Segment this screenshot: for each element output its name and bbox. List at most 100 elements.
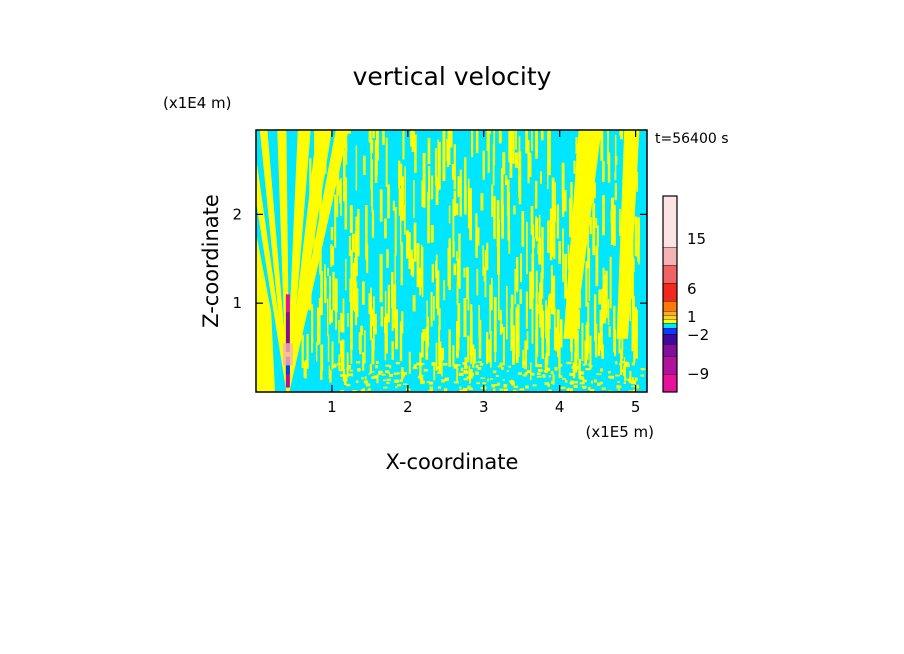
updraft-streak	[338, 186, 340, 196]
updraft-streak	[550, 221, 554, 246]
updraft-streak	[538, 292, 541, 314]
updraft-streak	[419, 267, 422, 296]
updraft-streak	[338, 354, 341, 370]
updraft-streak	[551, 177, 555, 225]
updraft-streak	[561, 163, 565, 199]
updraft-streak	[502, 327, 505, 366]
updraft-streak	[508, 130, 512, 163]
updraft-speckle	[437, 386, 442, 389]
updraft-streak	[620, 130, 623, 140]
updraft-streak	[400, 163, 403, 186]
updraft-streak	[609, 256, 612, 309]
updraft-streak	[320, 270, 323, 316]
updraft-speckle	[476, 382, 481, 385]
updraft-streak	[587, 227, 590, 269]
updraft-speckle	[617, 381, 620, 383]
updraft-streak	[600, 130, 604, 161]
updraft-streak	[437, 270, 440, 316]
updraft-speckle	[477, 367, 482, 370]
updraft-streak	[470, 130, 474, 158]
updraft-streak	[572, 361, 576, 379]
updraft-streak	[473, 349, 476, 364]
updraft-speckle	[402, 383, 408, 386]
time-label: t=56400 s	[655, 131, 729, 147]
updraft-speckle	[594, 379, 597, 383]
updraft-speckle	[589, 389, 595, 392]
updraft-speckle	[351, 373, 354, 377]
updraft-speckle	[399, 379, 403, 382]
updraft-streak	[637, 217, 641, 246]
x-tick-label: 1	[327, 398, 337, 416]
updraft-speckle	[463, 365, 468, 370]
updraft-speckle	[385, 364, 390, 367]
y-unit-label: (x1E4 m)	[163, 94, 232, 112]
updraft-speckle	[482, 382, 487, 385]
updraft-speckle	[475, 364, 479, 368]
updraft-streak	[420, 244, 423, 288]
updraft-speckle	[347, 364, 352, 368]
updraft-speckle	[569, 382, 574, 385]
updraft-streak	[528, 152, 532, 177]
colorbar-segment	[663, 374, 677, 392]
updraft-streak	[535, 218, 539, 242]
updraft-streak	[332, 271, 335, 311]
updraft-speckle	[469, 387, 473, 391]
updraft-streak	[441, 347, 445, 361]
colorbar-label: 6	[687, 280, 697, 298]
updraft-speckle	[480, 387, 484, 389]
updraft-speckle	[402, 372, 406, 376]
updraft-speckle	[416, 362, 422, 366]
x-axis-label: X-coordinate	[386, 450, 519, 474]
updraft-streak	[585, 261, 588, 307]
updraft-streak	[472, 344, 475, 368]
updraft-speckle	[628, 390, 633, 392]
colorbar-segment	[663, 319, 677, 323]
updraft-streak	[330, 244, 333, 267]
updraft-speckle	[437, 371, 442, 374]
updraft-speckle	[573, 384, 578, 389]
wave-band	[256, 156, 290, 392]
updraft-streak	[492, 143, 495, 186]
colorbar-label: −2	[687, 326, 709, 344]
updraft-speckle	[508, 380, 512, 383]
updraft-streak	[421, 332, 424, 358]
updraft-streak	[441, 353, 443, 377]
updraft-streak	[500, 183, 504, 223]
updraft-streak	[466, 266, 469, 300]
updraft-streak	[596, 225, 599, 247]
updraft-speckle	[616, 385, 619, 389]
updraft-speckle	[393, 372, 399, 375]
updraft-streak	[403, 205, 406, 235]
updraft-streak	[493, 297, 497, 353]
colorbar-segment	[663, 344, 677, 356]
updraft-streak	[456, 328, 460, 351]
updraft-streak	[347, 313, 349, 327]
updraft-speckle	[512, 389, 516, 392]
updraft-speckle	[566, 388, 570, 391]
updraft-streak	[455, 203, 459, 216]
updraft-streak	[489, 284, 491, 335]
updraft-streak	[309, 158, 312, 204]
updraft-streak	[357, 208, 360, 257]
updraft-streak	[485, 332, 489, 364]
updraft-speckle	[574, 381, 578, 384]
updraft-streak	[558, 241, 562, 264]
updraft-streak	[342, 150, 346, 202]
updraft-streak	[470, 304, 473, 315]
updraft-streak	[524, 340, 528, 370]
colorbar-segment	[663, 334, 677, 344]
updraft-streak	[555, 341, 558, 352]
updraft-streak	[601, 344, 604, 359]
updraft-speckle	[375, 361, 379, 365]
updraft-streak	[346, 352, 349, 376]
updraft-streak	[435, 177, 439, 206]
updraft-speckle	[420, 380, 425, 385]
updraft-streak	[413, 180, 415, 218]
updraft-streak	[350, 328, 353, 365]
updraft-speckle	[429, 386, 433, 390]
updraft-streak	[518, 136, 521, 158]
updraft-streak	[498, 130, 502, 144]
updraft-streak	[633, 338, 636, 363]
updraft-speckle	[486, 378, 490, 382]
updraft-streak	[467, 335, 470, 363]
